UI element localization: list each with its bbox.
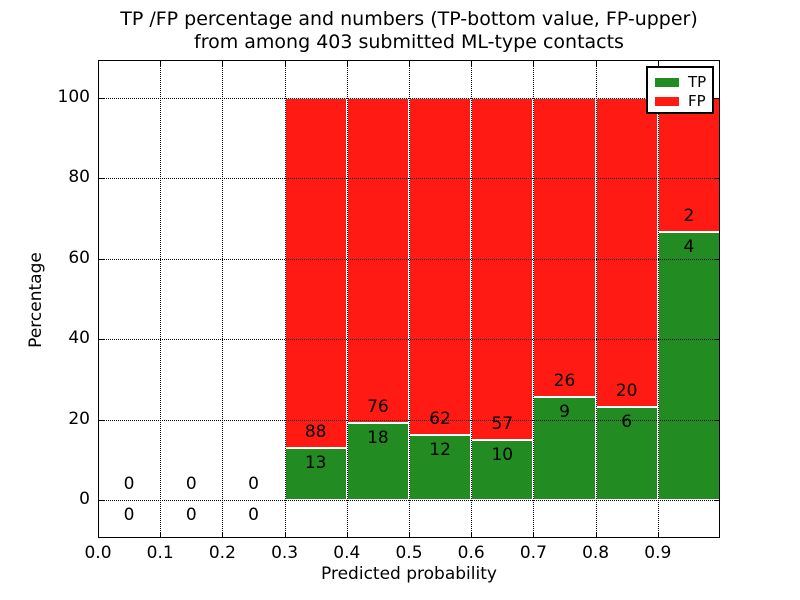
bar-label-fp: 0 — [248, 474, 259, 494]
y-tick-label: 20 — [68, 408, 90, 429]
bar-segment-tp — [657, 232, 720, 500]
legend-label-tp: TP — [688, 73, 707, 91]
y-tick-label: 40 — [68, 328, 90, 349]
y-tick-label: 0 — [79, 489, 90, 509]
y-tick-label: 100 — [57, 87, 90, 107]
x-tick-mark-bottom — [657, 532, 659, 537]
gridline-x — [533, 61, 535, 537]
gridline-x — [657, 61, 659, 537]
x-tick-mark-top — [160, 61, 162, 66]
x-tick-mark-top — [346, 61, 348, 66]
x-tick-label: 0.9 — [644, 543, 672, 563]
x-tick-mark-bottom — [160, 532, 162, 537]
y-tick-mark-left — [99, 178, 104, 180]
x-tick-label: 0.4 — [333, 543, 361, 563]
chart-title-line1: TP /FP percentage and numbers (TP-bottom… — [120, 8, 698, 30]
bar-segment-fp — [533, 98, 596, 397]
x-tick-mark-bottom — [98, 532, 99, 537]
y-tick-mark-right — [714, 178, 719, 180]
bar-label-fp: 57 — [491, 414, 514, 434]
y-tick-mark-left — [99, 258, 104, 260]
bar-segment-tp — [471, 440, 534, 500]
x-tick-mark-top — [657, 61, 659, 66]
gridline-x — [595, 61, 597, 537]
gridline-x — [346, 61, 348, 537]
bar-segment-fp — [346, 98, 409, 424]
y-tick-mark-right — [714, 258, 719, 260]
legend-label-fp: FP — [688, 92, 706, 110]
x-tick-label: 0.7 — [519, 543, 547, 563]
x-tick-mark-bottom — [533, 532, 535, 537]
bar-label-tp: 9 — [559, 401, 570, 422]
x-tick-mark-top — [98, 61, 99, 66]
x-tick-mark-top — [284, 61, 286, 66]
bar-label-tp: 0 — [185, 505, 197, 525]
bar-segment-tp — [409, 434, 472, 500]
x-tick-mark-bottom — [595, 532, 597, 537]
bar-label-tp: 12 — [429, 439, 451, 460]
y-tick-mark-right — [714, 98, 719, 99]
y-tick-mark-right — [714, 500, 719, 501]
x-tick-mark-bottom — [222, 532, 224, 537]
x-tick-mark-bottom — [284, 532, 286, 537]
bar-label-fp: 62 — [429, 408, 451, 429]
legend-item-fp: FP — [655, 92, 712, 111]
legend: TP FP — [646, 66, 714, 114]
x-tick-mark-top — [222, 61, 224, 66]
x-tick-mark-top — [471, 61, 473, 66]
x-tick-mark-bottom — [409, 532, 410, 537]
bar-label-tp: 0 — [123, 505, 135, 525]
bar-label-fp: 0 — [185, 474, 197, 494]
bar-label-tp: 18 — [367, 428, 389, 449]
bar-label-fp: 26 — [553, 370, 576, 391]
bar-label-fp: 76 — [367, 397, 389, 418]
x-tick-label: 0.3 — [271, 543, 299, 563]
x-tick-label: 0.5 — [395, 543, 423, 563]
bar-label-fp: 88 — [304, 422, 327, 443]
bar-label-tp: 13 — [304, 453, 327, 474]
x-tick-label: 0.8 — [582, 543, 610, 563]
gridline-x — [471, 61, 473, 537]
legend-swatch-tp-icon — [655, 78, 679, 87]
bar-segment-tp — [595, 407, 658, 500]
bar-label-fp: 20 — [615, 381, 638, 402]
gridline-x — [222, 61, 224, 537]
x-tick-label: 0.2 — [208, 543, 236, 563]
bar-segment-fp — [284, 98, 347, 449]
y-tick-mark-right — [714, 419, 719, 421]
x-tick-mark-bottom — [346, 532, 348, 537]
legend-item-tp: TP — [655, 73, 712, 92]
x-tick-label: 0.0 — [84, 543, 112, 563]
x-tick-label: 0.6 — [457, 543, 485, 563]
y-tick-mark-left — [99, 98, 104, 99]
x-tick-label: 0.1 — [146, 543, 174, 563]
gridline-x — [284, 61, 286, 537]
y-tick-mark-left — [99, 419, 104, 421]
y-tick-mark-left — [99, 500, 104, 501]
bar-label-fp: 2 — [683, 206, 695, 226]
bar-segment-fp — [595, 98, 658, 408]
x-tick-mark-top — [409, 61, 410, 66]
y-tick-label: 80 — [68, 167, 90, 188]
x-axis-label: Predicted probability — [321, 564, 497, 584]
y-tick-mark-left — [99, 339, 104, 341]
legend-swatch-fp-icon — [655, 97, 679, 106]
gridline-x — [409, 61, 410, 537]
bar-label-fp: 0 — [123, 474, 135, 494]
bar-segment-fp — [409, 98, 472, 435]
bar-segment-fp — [471, 98, 534, 440]
x-tick-mark-bottom — [471, 532, 473, 537]
x-tick-mark-top — [595, 61, 597, 66]
y-tick-label: 60 — [68, 247, 90, 268]
bar-label-tp: 0 — [248, 505, 259, 525]
gridline-x — [160, 61, 162, 537]
y-tick-mark-right — [714, 339, 719, 341]
bar-label-tp: 4 — [683, 237, 695, 257]
bar-label-tp: 10 — [491, 445, 514, 465]
bar-label-tp: 6 — [621, 412, 633, 433]
chart-title-line2: from among 403 submitted ML-type contact… — [194, 31, 624, 53]
chart-title: TP /FP percentage and numbers (TP-bottom… — [98, 8, 720, 54]
x-tick-mark-top — [533, 61, 535, 66]
